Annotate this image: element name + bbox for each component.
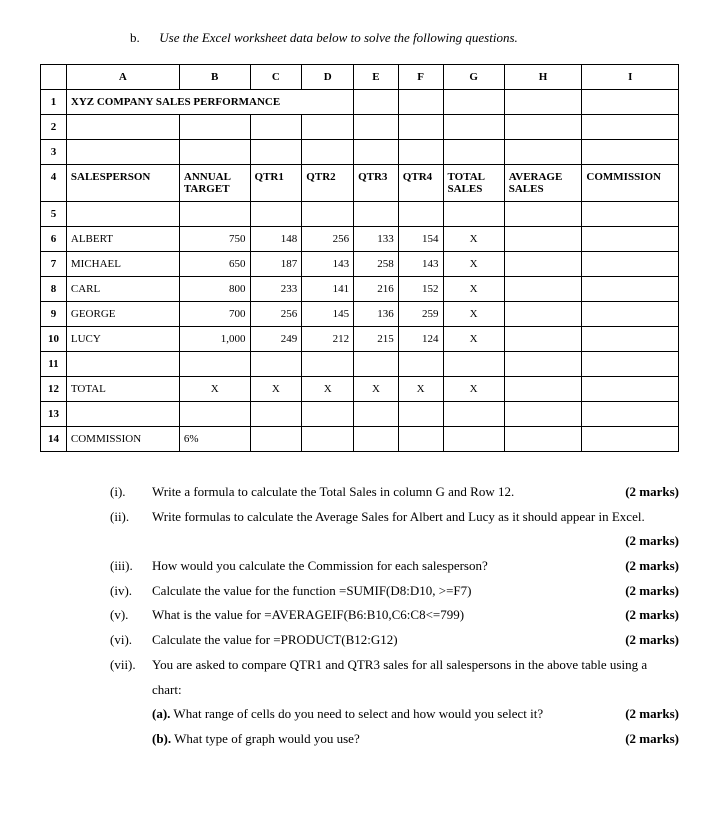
col-H: H xyxy=(504,65,582,90)
data-row: 10LUCY1,000249212215124X xyxy=(41,327,679,352)
excel-table: A B C D E F G H I 1XYZ COMPANY SALES PER… xyxy=(40,64,679,452)
header-cell: QTR1 xyxy=(250,165,302,202)
table-body: 1XYZ COMPANY SALES PERFORMANCE234SALESPE… xyxy=(41,90,679,452)
header-cell: QTR2 xyxy=(302,165,354,202)
question-number: (iii). xyxy=(110,554,152,579)
header-cell: QTR3 xyxy=(354,165,399,202)
questions-block: (i).Write a formula to calculate the Tot… xyxy=(110,480,679,752)
corner-cell xyxy=(41,65,67,90)
header-cell: QTR4 xyxy=(398,165,443,202)
intro-label: b. xyxy=(130,30,156,46)
col-D: D xyxy=(302,65,354,90)
data-row: 6ALBERT750148256133154X xyxy=(41,227,679,252)
question-text: Write a formula to calculate the Total S… xyxy=(152,480,613,505)
sub-question-row: (a). What range of cells do you need to … xyxy=(152,702,679,727)
col-E: E xyxy=(354,65,399,90)
title-cell: XYZ COMPANY SALES PERFORMANCE xyxy=(66,90,353,115)
question-row: (iv).Calculate the value for the functio… xyxy=(110,579,679,604)
question-marks: (2 marks) xyxy=(613,727,679,752)
question-row: (i).Write a formula to calculate the Tot… xyxy=(110,480,679,505)
header-cell: SALESPERSON xyxy=(66,165,179,202)
question-marks: (2 marks) xyxy=(613,579,679,604)
col-B: B xyxy=(179,65,250,90)
question-marks: (2 marks) xyxy=(613,480,679,505)
cell-name: GEORGE xyxy=(66,302,179,327)
question-number: (vi). xyxy=(110,628,152,653)
question-number: (i). xyxy=(110,480,152,505)
question-row: (v). What is the value for =AVERAGEIF(B6… xyxy=(110,603,679,628)
cell-name: MICHAEL xyxy=(66,252,179,277)
intro-text: Use the Excel worksheet data below to so… xyxy=(159,30,518,45)
question-row: (iii).How would you calculate the Commis… xyxy=(110,554,679,579)
column-letters-row: A B C D E F G H I xyxy=(41,65,679,90)
question-marks: (2 marks) xyxy=(613,628,679,653)
header-cell: TOTAL SALES xyxy=(443,165,504,202)
cell-name: CARL xyxy=(66,277,179,302)
col-I: I xyxy=(582,65,679,90)
question-row: (vii).You are asked to compare QTR1 and … xyxy=(110,653,679,702)
question-text: What is the value for =AVERAGEIF(B6:B10,… xyxy=(152,603,613,628)
question-text: How would you calculate the Commission f… xyxy=(152,554,613,579)
col-C: C xyxy=(250,65,302,90)
col-A: A xyxy=(66,65,179,90)
question-row: (ii).Write formulas to calculate the Ave… xyxy=(110,505,679,530)
question-marks: (2 marks) xyxy=(613,529,679,554)
data-row: 8CARL800233141216152X xyxy=(41,277,679,302)
col-F: F xyxy=(398,65,443,90)
question-marks: (2 marks) xyxy=(613,554,679,579)
cell-name: ALBERT xyxy=(66,227,179,252)
question-text: Calculate the value for =PRODUCT(B12:G12… xyxy=(152,628,613,653)
sub-question-row: (b). What type of graph would you use?(2… xyxy=(152,727,679,752)
data-row: 9GEORGE700256145136259X xyxy=(41,302,679,327)
question-marks: (2 marks) xyxy=(613,603,679,628)
question-row: (vi).Calculate the value for =PRODUCT(B1… xyxy=(110,628,679,653)
question-marks: (2 marks) xyxy=(613,702,679,727)
question-text: Calculate the value for the function =SU… xyxy=(152,579,613,604)
question-number: (v). xyxy=(110,603,152,628)
cell-name: LUCY xyxy=(66,327,179,352)
intro-line: b. Use the Excel worksheet data below to… xyxy=(130,30,679,46)
header-cell: AVERAGE SALES xyxy=(504,165,582,202)
question-number: (iv). xyxy=(110,579,152,604)
header-cell: COMMISSION xyxy=(582,165,679,202)
col-G: G xyxy=(443,65,504,90)
header-cell: ANNUAL TARGET xyxy=(179,165,250,202)
data-row: 7MICHAEL650187143258143X xyxy=(41,252,679,277)
